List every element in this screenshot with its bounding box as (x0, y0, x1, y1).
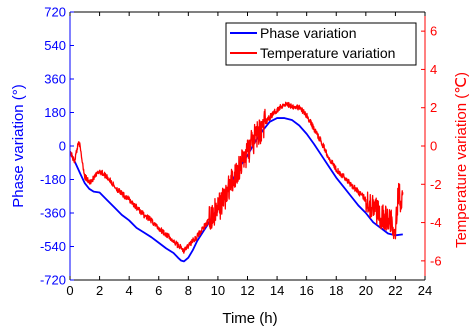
y2-tick-label: -2 (430, 177, 442, 192)
x-tick-label: 0 (66, 283, 73, 298)
y2-tick-label: 2 (430, 100, 437, 115)
x-tick-label: 10 (211, 283, 225, 298)
x-tick-label: 22 (388, 283, 402, 298)
y-tick-label: -180 (40, 172, 66, 187)
x-tick-label: 4 (126, 283, 133, 298)
x-tick-label: 6 (155, 283, 162, 298)
x-tick-label: 24 (418, 283, 432, 298)
series-line-temperature (70, 101, 404, 254)
y-tick-label: 180 (44, 105, 66, 120)
y2-tick-label: 6 (430, 24, 437, 39)
x-tick-label: 20 (359, 283, 373, 298)
x-tick-label: 18 (329, 283, 343, 298)
x-tick-label: 12 (240, 283, 254, 298)
x-tick-label: 14 (270, 283, 284, 298)
y-axis-label: Phase variation (°) (10, 84, 27, 208)
y-tick-label: -360 (40, 206, 66, 221)
x-axis-label: Time (h) (222, 310, 277, 327)
y2-tick-label: -4 (430, 215, 442, 230)
legend-label-temperature: Temperature variation (260, 45, 395, 61)
y-tick-label: 360 (44, 72, 66, 87)
x-tick-label: 2 (96, 283, 103, 298)
y-tick-label: 720 (44, 5, 66, 20)
series-layer (70, 101, 404, 263)
y2-tick-label: 4 (430, 62, 437, 77)
y-tick-label: -540 (40, 239, 66, 254)
axes-layer: 0 2 4 6 8 10 12 14 16 18 20 22 247205403601800-180-3… (40, 5, 442, 299)
legend-label-phase: Phase variation (260, 25, 357, 41)
x-tick-label: 16 (299, 283, 313, 298)
y-tick-label: 540 (44, 38, 66, 53)
y-tick-label: 0 (59, 139, 66, 154)
legend-box (225, 22, 417, 66)
legend: Phase variation Temperature variation (225, 22, 417, 66)
y-tick-label: -720 (40, 273, 66, 288)
y2-tick-label: -6 (430, 253, 442, 268)
y2-axis-label: Temperature variation (℃) (453, 72, 470, 248)
x-tick-label: 8 (185, 283, 192, 298)
y2-tick-label: 0 (430, 139, 437, 154)
